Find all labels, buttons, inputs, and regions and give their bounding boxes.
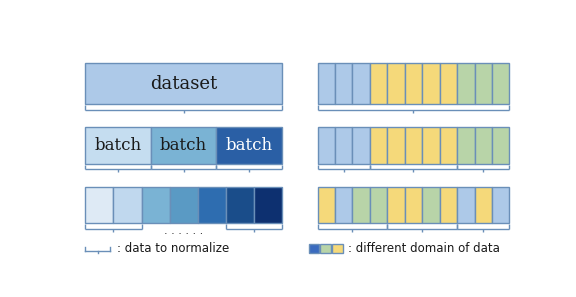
- Bar: [332, 244, 343, 253]
- Bar: [439, 127, 457, 164]
- Bar: [142, 187, 169, 223]
- Bar: [198, 187, 226, 223]
- Text: batch: batch: [160, 137, 207, 154]
- Bar: [422, 187, 439, 223]
- Bar: [335, 127, 353, 164]
- Bar: [317, 127, 335, 164]
- Bar: [353, 187, 370, 223]
- Bar: [475, 63, 492, 104]
- Bar: [422, 63, 439, 104]
- Bar: [387, 63, 405, 104]
- Bar: [151, 127, 217, 164]
- Text: : different domain of data: : different domain of data: [348, 242, 500, 255]
- Bar: [335, 63, 353, 104]
- Bar: [113, 187, 142, 223]
- Text: batch: batch: [94, 137, 142, 154]
- Bar: [85, 187, 113, 223]
- Text: batch: batch: [226, 137, 272, 154]
- Bar: [370, 187, 387, 223]
- Bar: [457, 127, 475, 164]
- Bar: [320, 244, 331, 253]
- Bar: [335, 187, 353, 223]
- Bar: [492, 127, 509, 164]
- Bar: [492, 187, 509, 223]
- Bar: [169, 187, 198, 223]
- Text: dataset: dataset: [150, 75, 217, 93]
- Text: · · · · · ·: · · · · · ·: [164, 229, 203, 239]
- Bar: [353, 127, 370, 164]
- Bar: [309, 244, 319, 253]
- Bar: [475, 127, 492, 164]
- Bar: [405, 63, 422, 104]
- Bar: [317, 187, 335, 223]
- Bar: [370, 63, 387, 104]
- Bar: [405, 127, 422, 164]
- Bar: [422, 127, 439, 164]
- Bar: [226, 187, 254, 223]
- Bar: [457, 63, 475, 104]
- Bar: [370, 127, 387, 164]
- Bar: [353, 63, 370, 104]
- Bar: [387, 187, 405, 223]
- Bar: [475, 187, 492, 223]
- Bar: [492, 63, 509, 104]
- Bar: [387, 127, 405, 164]
- Bar: [457, 187, 475, 223]
- Bar: [317, 63, 335, 104]
- Bar: [85, 127, 151, 164]
- Bar: [254, 187, 282, 223]
- Bar: [405, 187, 422, 223]
- Bar: [217, 127, 282, 164]
- Bar: [85, 63, 282, 104]
- Text: : data to normalize: : data to normalize: [116, 242, 229, 255]
- Bar: [439, 187, 457, 223]
- Bar: [439, 63, 457, 104]
